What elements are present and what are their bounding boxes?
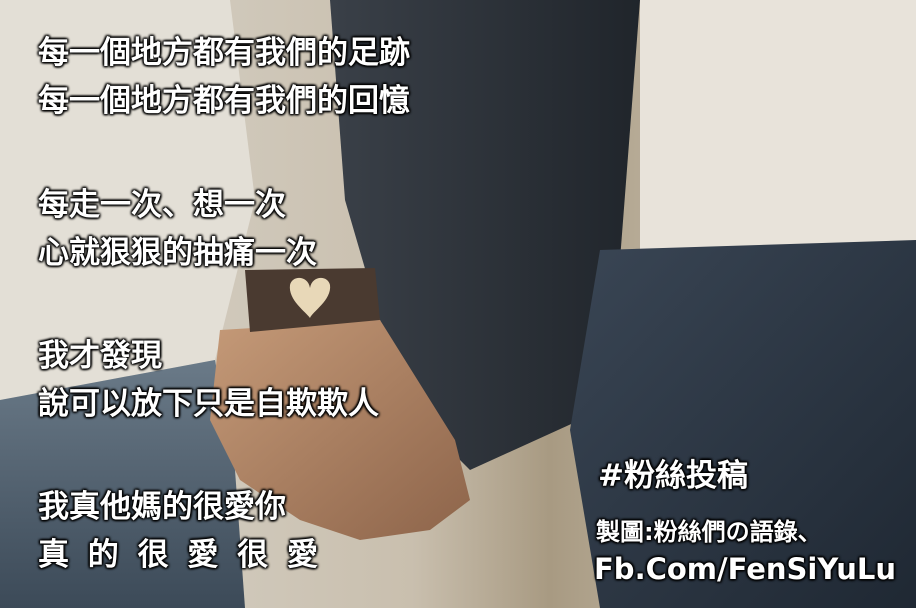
facebook-url: Fb.Com/FenSiYuLu — [594, 552, 896, 586]
poem-line: 我真他媽的很愛你 — [38, 484, 286, 530]
poem-line: 每走一次、想一次 — [38, 182, 286, 228]
poem-line: 我才發現 — [38, 333, 162, 379]
poem-line: 真 的 很 愛 很 愛 — [38, 532, 322, 578]
hashtag-label: #粉絲投稿 — [598, 450, 748, 495]
poem-line: 每一個地方都有我們的足跡 — [38, 30, 410, 76]
credit-label: 製圖:粉絲們の語錄、 — [596, 512, 822, 547]
poem-line: 說可以放下只是自欺欺人 — [38, 381, 379, 427]
poem-line: 每一個地方都有我們的回憶 — [38, 78, 410, 124]
poem-line: 心就狠狠的抽痛一次 — [38, 230, 317, 276]
right-shirt — [640, 0, 916, 260]
